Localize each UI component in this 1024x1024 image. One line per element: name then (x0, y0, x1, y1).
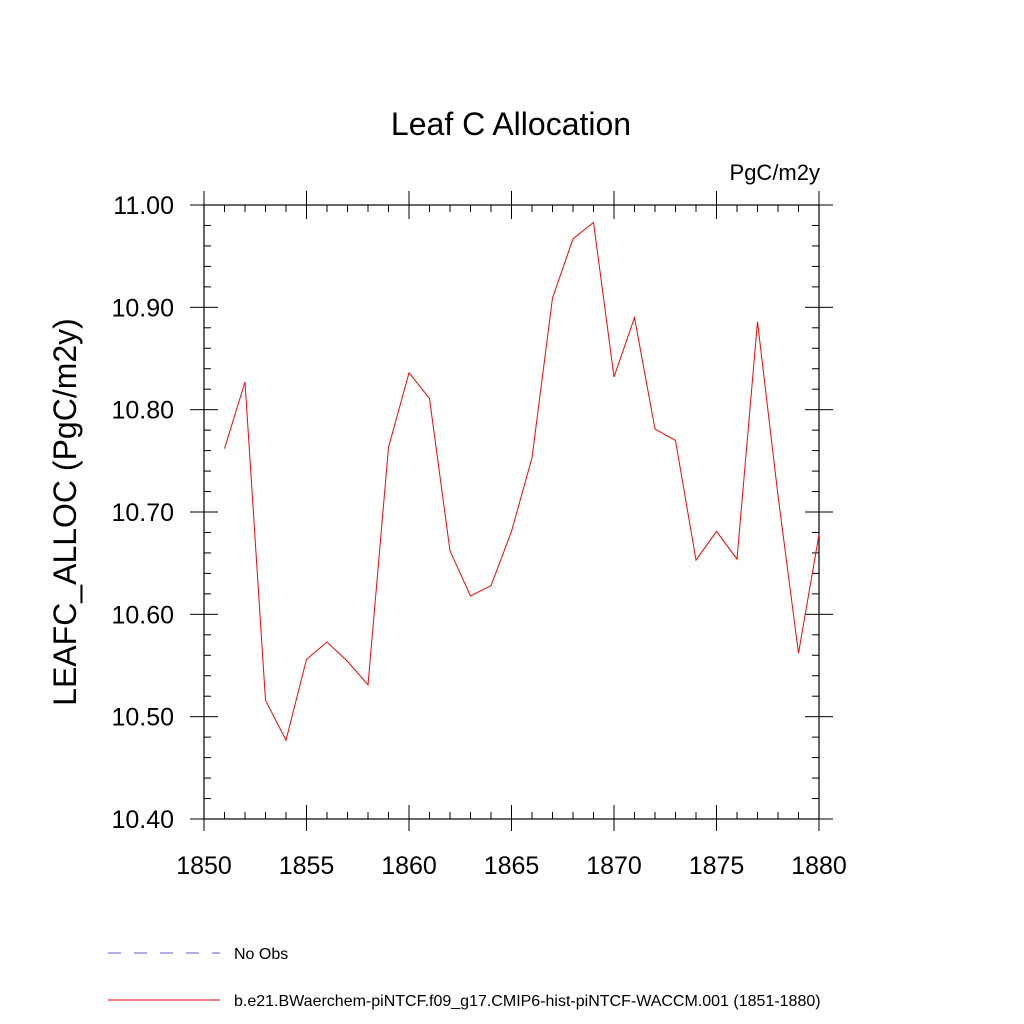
x-tick-label: 1870 (586, 852, 642, 880)
x-tick-label: 1860 (381, 852, 437, 880)
y-tick-label: 10.60 (111, 601, 174, 629)
series-line (224, 221, 820, 742)
legend: No Obs b.e21.BWaerchem-piNTCF.f09_g17.CM… (108, 946, 821, 1010)
y-tick-label: 10.90 (111, 294, 174, 322)
y-tick-label: 10.50 (111, 704, 174, 732)
x-tick-label: 1855 (279, 852, 335, 880)
y-tick-label: 10.80 (111, 397, 174, 425)
y-axis-label: LEAFC_ALLOC (PgC/m2y) (47, 318, 83, 706)
chart-title: Leaf C Allocation (391, 106, 631, 142)
x-tick-label: 1875 (689, 852, 745, 880)
y-tick-label: 11.00 (113, 192, 174, 220)
x-tick-label: 1880 (791, 852, 847, 880)
y-axis: 10.40 10.50 10.60 10.70 10.80 10.90 11.00 (111, 192, 833, 834)
plot-frame (203, 204, 820, 820)
y-tick-label: 10.40 (111, 806, 174, 834)
series-layer (224, 221, 820, 742)
units-label: PgC/m2y (730, 160, 820, 185)
legend-label-no-obs: No Obs (234, 946, 288, 963)
y-tick-label: 10.70 (111, 499, 174, 527)
legend-label-model-run: b.e21.BWaerchem-piNTCF.f09_g17.CMIP6-his… (234, 993, 821, 1010)
x-axis: 1850 1855 1860 1865 1870 1875 1880 (176, 191, 847, 880)
x-tick-label: 1850 (176, 852, 232, 880)
x-tick-label: 1865 (484, 852, 540, 880)
